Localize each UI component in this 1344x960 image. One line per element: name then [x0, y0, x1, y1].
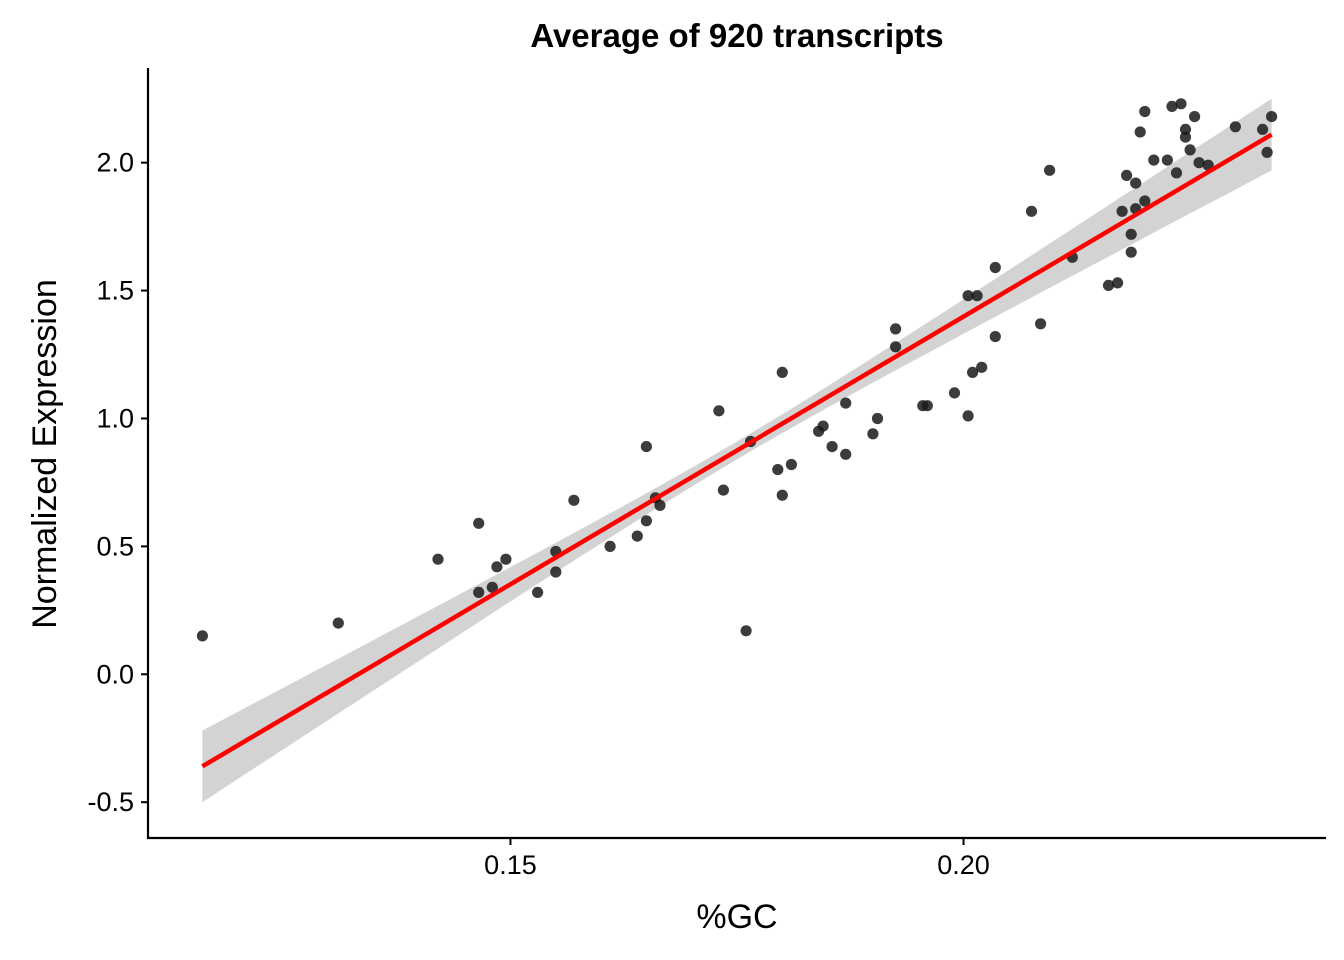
data-point	[967, 366, 979, 378]
data-point	[1035, 318, 1047, 330]
points-layer	[196, 98, 1278, 642]
data-point	[1161, 154, 1173, 166]
data-point	[1193, 157, 1205, 169]
y-tick-label: 1.5	[96, 276, 134, 306]
data-point	[840, 448, 852, 460]
y-tick-label: 0.5	[96, 531, 134, 561]
data-point	[654, 499, 666, 511]
data-point	[713, 405, 725, 417]
data-point	[486, 581, 498, 593]
data-point	[1166, 100, 1178, 112]
data-point	[1134, 126, 1146, 138]
data-point	[1170, 167, 1183, 179]
data-point	[1189, 111, 1201, 123]
data-point	[1130, 177, 1142, 189]
data-point	[1175, 98, 1187, 110]
data-point	[631, 530, 643, 542]
data-point	[1148, 154, 1160, 166]
y-tick-label: 0.0	[96, 659, 134, 689]
data-point	[776, 489, 788, 501]
data-point	[196, 630, 208, 642]
data-point	[1121, 169, 1133, 181]
data-point	[840, 397, 852, 409]
data-point	[948, 387, 961, 399]
data-point	[332, 617, 344, 629]
x-tick-label: 0.20	[937, 850, 990, 880]
data-point	[890, 341, 902, 353]
data-point	[976, 361, 988, 373]
fit-line	[201, 132, 1273, 769]
data-point	[1229, 121, 1241, 133]
data-point	[1102, 279, 1115, 291]
data-point	[776, 366, 788, 378]
data-point	[1266, 111, 1278, 123]
data-point	[550, 566, 562, 578]
data-point	[604, 540, 616, 553]
data-point	[989, 331, 1001, 343]
data-point	[1125, 228, 1137, 240]
data-point	[962, 290, 974, 302]
data-point	[826, 441, 838, 453]
data-point	[640, 515, 653, 527]
data-point	[473, 517, 485, 529]
data-point	[717, 484, 730, 496]
data-point	[1025, 205, 1038, 217]
data-point	[817, 420, 829, 432]
data-point	[772, 464, 784, 476]
data-point	[740, 625, 752, 637]
axes-layer: -0.5 0.0 0.5 1.0 1.5 2.0 0.15 0.20	[87, 68, 1326, 880]
data-point	[1116, 205, 1128, 217]
data-point	[989, 261, 1001, 274]
data-point	[1112, 277, 1124, 289]
data-point	[890, 323, 902, 335]
data-point	[1261, 146, 1273, 158]
data-point	[971, 290, 983, 302]
x-axis-title: %GC	[696, 898, 777, 936]
data-point	[432, 553, 444, 565]
data-point	[867, 428, 879, 440]
y-tick-label: -0.5	[87, 787, 134, 817]
data-point	[568, 494, 580, 506]
data-point	[500, 553, 512, 565]
data-point	[1179, 123, 1192, 135]
data-point	[473, 586, 485, 599]
data-point	[1257, 123, 1269, 135]
data-point	[785, 458, 798, 471]
data-point	[1179, 131, 1192, 143]
data-point	[1139, 195, 1151, 207]
data-point	[921, 400, 933, 412]
data-point	[1044, 164, 1056, 176]
y-axis-title: Normalized Expression	[26, 279, 64, 629]
data-point	[640, 441, 653, 453]
x-tick-label: 0.15	[484, 850, 537, 880]
data-point	[532, 586, 544, 599]
y-tick-label: 2.0	[96, 148, 134, 178]
data-point	[491, 561, 503, 573]
y-tick-label: 1.0	[96, 403, 134, 433]
data-point	[871, 412, 884, 425]
fit-line-layer	[201, 132, 1273, 769]
data-point	[962, 410, 974, 422]
data-point	[1184, 144, 1196, 156]
data-point	[1125, 246, 1137, 258]
data-point	[1139, 105, 1151, 118]
chart-title: Average of 920 transcripts	[530, 17, 943, 54]
